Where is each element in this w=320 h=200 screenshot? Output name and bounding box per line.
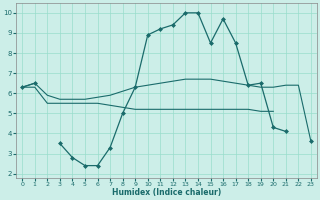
X-axis label: Humidex (Indice chaleur): Humidex (Indice chaleur): [112, 188, 221, 197]
